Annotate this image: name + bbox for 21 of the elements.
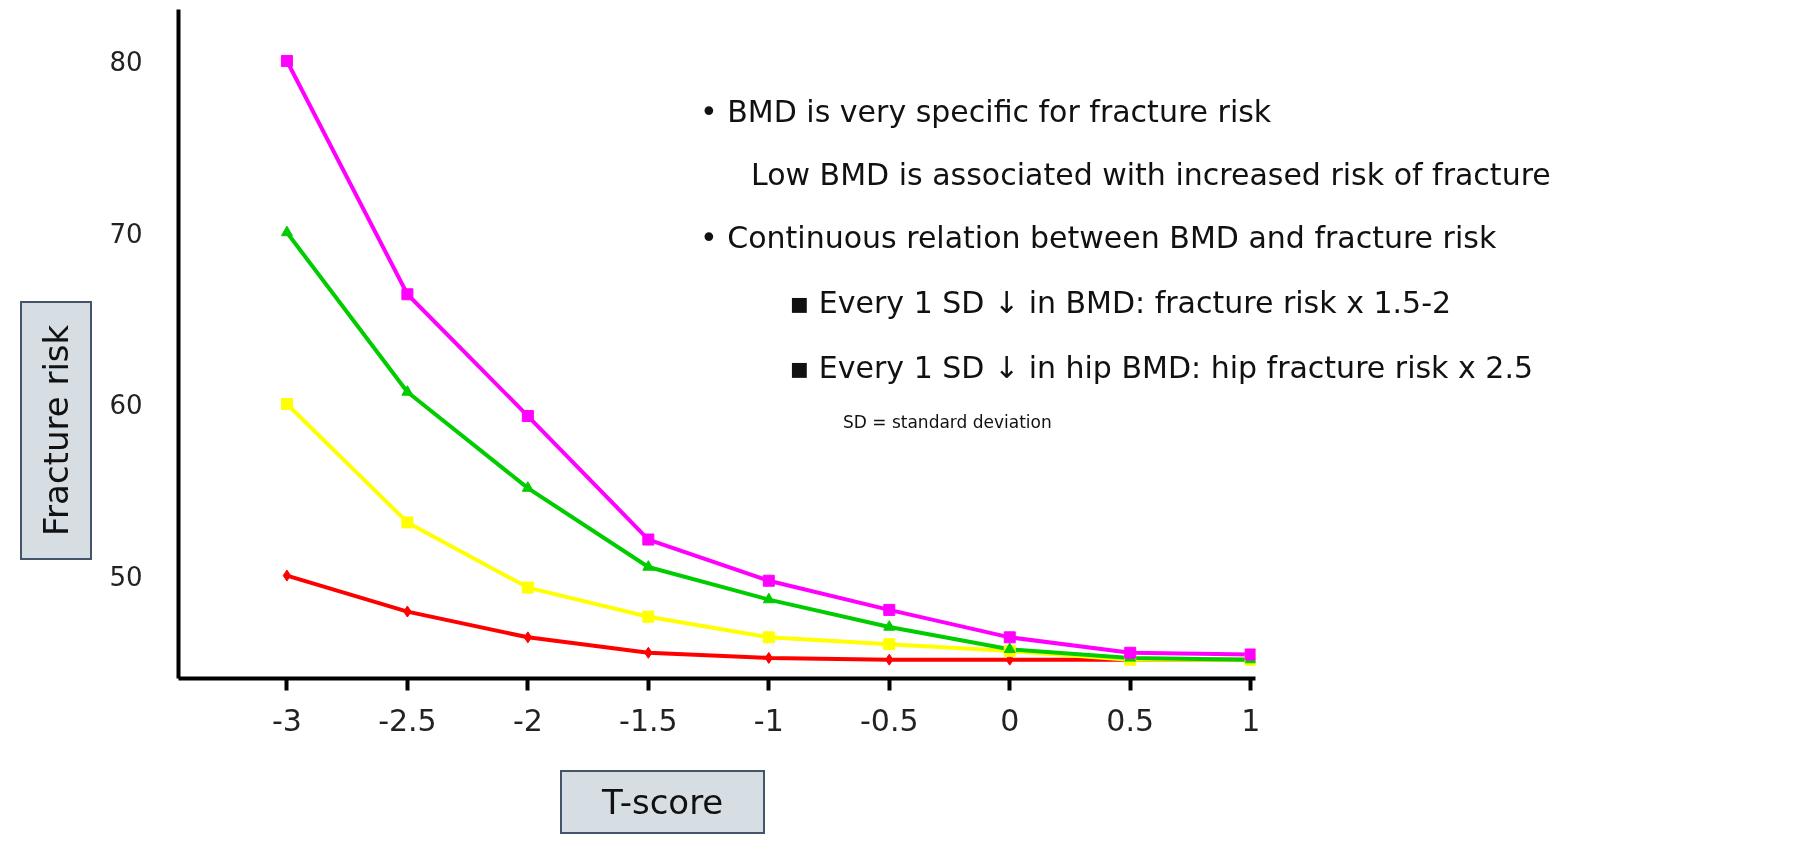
y-tick-label: 60: [109, 390, 143, 421]
y-tick-label: 50: [109, 561, 143, 592]
x-tick-label: -1: [753, 702, 784, 738]
annotation: • BMD is very specific for fracture risk: [700, 93, 1272, 129]
annotation: Low BMD is associated with increased risk of fracture: [751, 156, 1551, 192]
x-tick-label: -3: [271, 702, 302, 738]
y-tick-label: 70: [109, 218, 143, 249]
x-tick-label: 0.5: [1106, 702, 1155, 738]
xlabel: T-score: [560, 770, 766, 834]
y-tick-label: 80: [109, 46, 143, 77]
annotation: • Continuous relation between BMD and fracture risk: [700, 219, 1497, 255]
x-tick-label: -2: [512, 702, 543, 738]
x-tick-label: 1: [1241, 702, 1261, 738]
x-tick-label: 0: [1000, 702, 1020, 738]
x-tick-label: -1.5: [619, 702, 678, 738]
ylabel: Fracture risk: [20, 300, 92, 560]
x-tick-label: -0.5: [860, 702, 919, 738]
x-tick-label: -2.5: [378, 702, 437, 738]
annotation: ▪ Every 1 SD ↓ in hip BMD: hip fracture risk x 2.5: [789, 349, 1533, 385]
annotation: ▪ Every 1 SD ↓ in BMD: fracture risk x 1.5-2: [789, 284, 1452, 320]
annotation: SD = standard deviation: [843, 412, 1052, 432]
